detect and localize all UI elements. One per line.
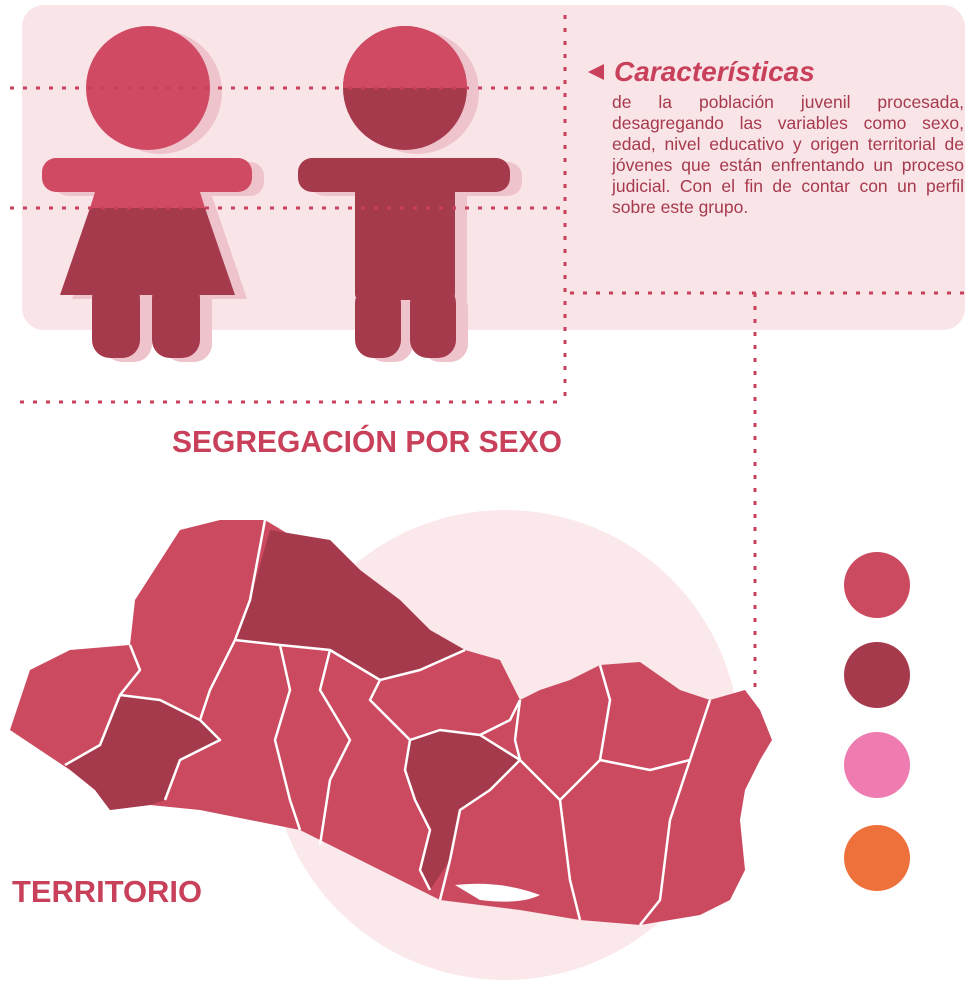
girl-figure xyxy=(42,26,252,358)
heading: Características xyxy=(614,56,815,87)
map xyxy=(10,519,772,926)
description: de la población juvenil procesada, desag… xyxy=(612,92,964,217)
dotted-guides xyxy=(10,15,965,690)
legend-swatches xyxy=(844,552,910,891)
boy-figure xyxy=(298,26,510,358)
heading-arrow xyxy=(588,64,604,80)
section-title: TERRITORIO xyxy=(12,874,202,909)
section-title: SEGREGACIÓN POR SEXO xyxy=(172,423,562,459)
